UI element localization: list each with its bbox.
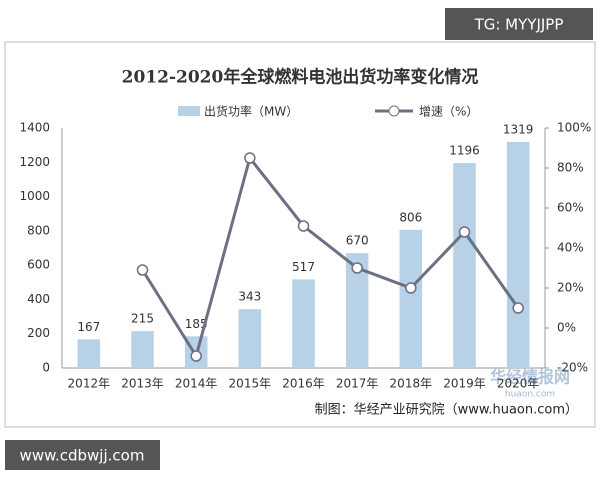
watermark-top: TG: MYYJJPP [474, 16, 564, 34]
watermark-box [5, 440, 160, 470]
y-tick-label: 1200 [19, 155, 50, 169]
y2-tick-label: 100% [557, 121, 591, 135]
bar [238, 309, 262, 368]
bar-value-label: 517 [292, 260, 315, 274]
x-tick-label: 2012年 [68, 377, 111, 391]
line-marker [136, 264, 149, 276]
legend-swatch [388, 105, 400, 117]
bar-value-label: 806 [399, 210, 422, 224]
x-tick-label: 2016年 [282, 377, 325, 391]
bar-value-label: 167 [77, 320, 100, 334]
bar [77, 339, 101, 368]
x-tick-label: 2019年 [443, 377, 486, 391]
watermark-box [445, 8, 593, 40]
y2-tick-label: 0% [557, 321, 576, 335]
bar-value-label: 185 [185, 317, 208, 331]
x-tick-label: 2017年 [336, 377, 379, 391]
bar-value-label: 215 [131, 312, 154, 326]
bar [292, 279, 315, 368]
source: 制图：华经产业研究院（www.huaon.com） [315, 403, 578, 418]
logo-text: 华经情报网 [490, 368, 570, 387]
y2-tick-label: 60% [557, 201, 584, 215]
line-marker [512, 302, 524, 314]
bar-value-label: 1319 [503, 122, 534, 136]
y2-tick-label: 80% [557, 161, 584, 175]
line-marker [405, 282, 417, 294]
y-tick-label: 1000 [19, 189, 50, 203]
bar [399, 229, 423, 368]
x-tick-label: 2018年 [390, 377, 433, 391]
y-tick-label: 800 [27, 223, 50, 237]
y-tick-label: 0 [42, 361, 50, 375]
line-marker [458, 226, 471, 238]
line-marker [351, 262, 363, 274]
bar [506, 141, 530, 368]
line-marker [297, 220, 310, 232]
logo-url: huaon.com [505, 390, 555, 400]
x-tick-label: 2020年 [497, 377, 540, 391]
bar-value-label: 670 [346, 234, 369, 248]
y-tick-label: 400 [27, 292, 50, 306]
y-tick-label: 600 [27, 258, 50, 272]
legend-label: 增速（%） [419, 105, 478, 119]
y2-tick-label: 20% [557, 281, 584, 295]
bar-value-label: 1196 [449, 143, 480, 157]
line [141, 154, 520, 360]
line-marker [244, 152, 256, 164]
y-tick-label: 200 [27, 326, 50, 340]
legend-swatch [178, 106, 200, 116]
bar [453, 162, 476, 368]
y-tick-label: 1400 [19, 121, 50, 135]
bar [345, 253, 369, 368]
chart-title: 2012-2020年全球燃料电池出货功率变化情况 [122, 67, 479, 88]
bar-value-label: 343 [238, 290, 261, 304]
bar [131, 331, 154, 368]
x-tick-label: 2013年 [121, 377, 164, 391]
watermark-bottom: www.cdbwjj.com [20, 447, 145, 465]
line-marker [190, 350, 202, 362]
y2-tick-label: 40% [557, 241, 584, 255]
y2-tick-label: -20% [557, 361, 588, 375]
legend-label: 出货功率（MW） [204, 104, 298, 119]
x-tick-label: 2015年 [229, 377, 272, 391]
x-tick-label: 2014年 [175, 377, 218, 391]
